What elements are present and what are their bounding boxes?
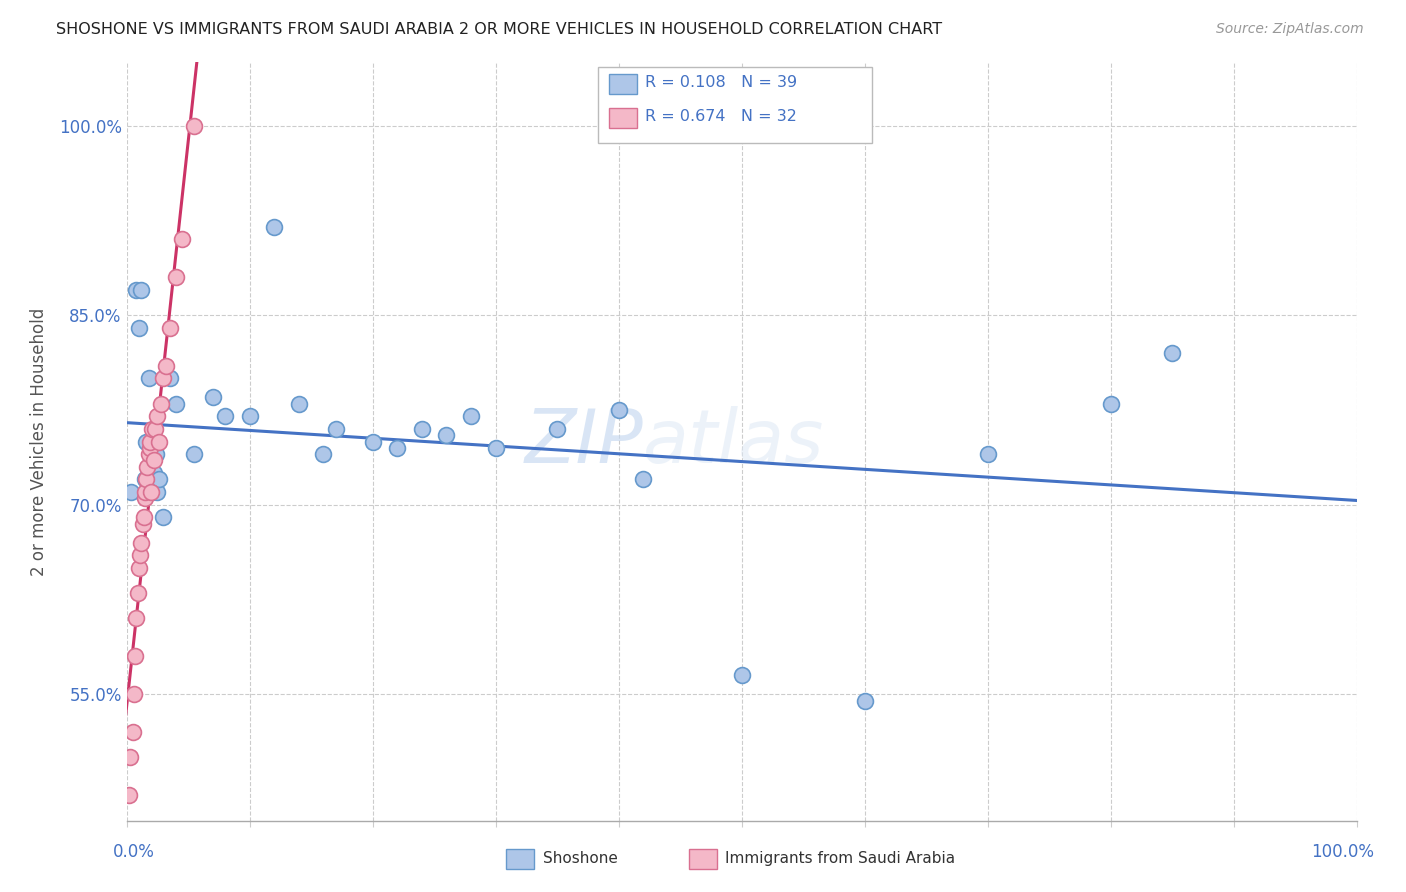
Point bbox=[146, 485, 169, 500]
Point bbox=[312, 447, 335, 461]
Y-axis label: 2 or more Vehicles in Household: 2 or more Vehicles in Household bbox=[30, 308, 48, 575]
Point bbox=[141, 473, 162, 487]
Point bbox=[129, 549, 152, 563]
Point bbox=[141, 485, 163, 500]
Point bbox=[124, 649, 146, 664]
Point bbox=[138, 371, 160, 385]
Point bbox=[125, 283, 148, 297]
Text: 100.0%: 100.0% bbox=[1312, 843, 1374, 861]
Point bbox=[633, 473, 655, 487]
Text: R = 0.108   N = 39: R = 0.108 N = 39 bbox=[645, 76, 797, 90]
Point bbox=[853, 693, 876, 707]
Point bbox=[122, 687, 145, 701]
Text: SHOSHONE VS IMMIGRANTS FROM SAUDI ARABIA 2 OR MORE VEHICLES IN HOUSEHOLD CORRELA: SHOSHONE VS IMMIGRANTS FROM SAUDI ARABIA… bbox=[56, 22, 942, 37]
Point bbox=[125, 611, 148, 625]
Point bbox=[129, 283, 153, 297]
Point bbox=[152, 371, 174, 385]
Point bbox=[159, 321, 181, 335]
Point bbox=[385, 441, 409, 455]
Point bbox=[141, 485, 162, 500]
Text: R = 0.674   N = 32: R = 0.674 N = 32 bbox=[645, 110, 797, 124]
Text: 0.0%: 0.0% bbox=[112, 843, 155, 861]
Point bbox=[135, 434, 157, 449]
Point bbox=[131, 516, 153, 531]
Point bbox=[148, 473, 170, 487]
Point bbox=[135, 473, 157, 487]
Point bbox=[731, 668, 754, 682]
Point bbox=[128, 561, 150, 575]
Point bbox=[128, 321, 150, 335]
Point bbox=[139, 459, 162, 474]
Point bbox=[152, 510, 174, 524]
Point bbox=[146, 409, 169, 424]
Point bbox=[484, 441, 508, 455]
Point bbox=[263, 219, 285, 234]
Point bbox=[118, 789, 141, 803]
Point bbox=[139, 441, 162, 455]
Text: Shoshone: Shoshone bbox=[543, 851, 617, 865]
Point bbox=[141, 422, 163, 436]
Point bbox=[136, 459, 159, 474]
Point bbox=[142, 453, 165, 467]
Point bbox=[201, 390, 224, 404]
Point bbox=[183, 447, 205, 461]
Text: ZIP: ZIP bbox=[524, 406, 643, 477]
Point bbox=[139, 434, 162, 449]
Point bbox=[150, 397, 172, 411]
Point bbox=[976, 447, 998, 461]
Point bbox=[361, 434, 384, 449]
Point bbox=[460, 409, 482, 424]
Point bbox=[155, 359, 177, 373]
Point bbox=[134, 473, 156, 487]
Point bbox=[127, 586, 149, 600]
Text: atlas: atlas bbox=[643, 406, 825, 477]
Point bbox=[1099, 397, 1122, 411]
Point bbox=[165, 270, 187, 285]
Point bbox=[165, 397, 187, 411]
Point bbox=[325, 422, 347, 436]
Point bbox=[546, 422, 568, 436]
Point bbox=[120, 485, 143, 500]
Point bbox=[129, 535, 153, 549]
Point bbox=[132, 510, 155, 524]
Point bbox=[183, 119, 205, 133]
Point bbox=[120, 750, 142, 764]
Text: Source: ZipAtlas.com: Source: ZipAtlas.com bbox=[1216, 22, 1364, 37]
Point bbox=[159, 371, 181, 385]
Point bbox=[170, 232, 193, 246]
Text: Immigrants from Saudi Arabia: Immigrants from Saudi Arabia bbox=[725, 851, 956, 865]
Point bbox=[436, 428, 458, 442]
Point bbox=[121, 725, 143, 739]
Point bbox=[134, 491, 156, 506]
Point bbox=[143, 422, 166, 436]
Point bbox=[138, 447, 160, 461]
Point bbox=[411, 422, 433, 436]
Point bbox=[148, 434, 170, 449]
Point bbox=[134, 485, 156, 500]
Point bbox=[1161, 346, 1184, 360]
Point bbox=[142, 466, 165, 480]
Point bbox=[607, 403, 630, 417]
Point bbox=[287, 397, 309, 411]
Point bbox=[145, 447, 167, 461]
Point bbox=[214, 409, 236, 424]
Point bbox=[239, 409, 262, 424]
